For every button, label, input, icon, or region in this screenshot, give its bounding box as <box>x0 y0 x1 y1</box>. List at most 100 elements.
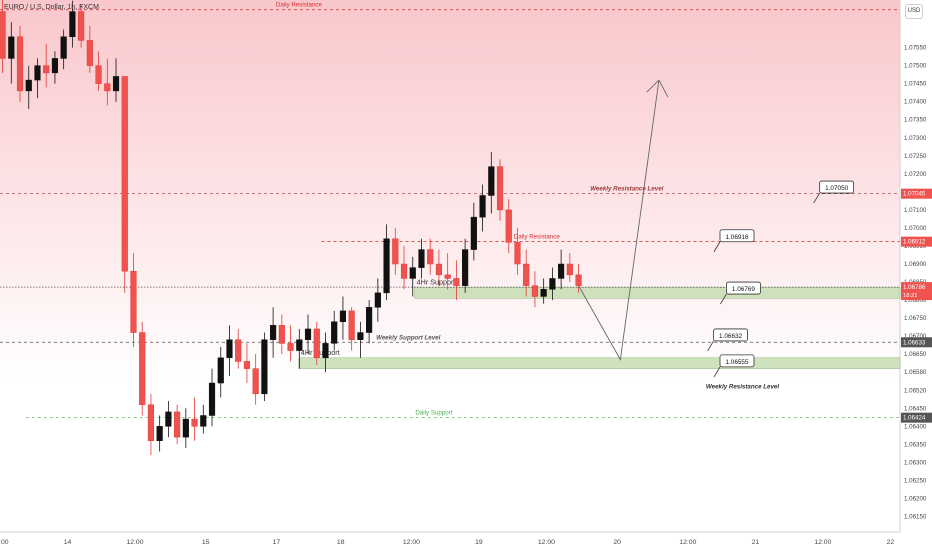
candle-body <box>409 267 416 279</box>
price-tick-label: 1.07550 <box>904 45 927 52</box>
currency-button[interactable]: USD <box>905 4 923 19</box>
candle-body <box>558 263 565 279</box>
price-tag-value: 1.06912 <box>903 239 926 246</box>
candle-body <box>575 274 582 286</box>
price-tag <box>901 188 932 199</box>
candle-body <box>392 238 399 265</box>
callout-label: 1.06632 <box>719 333 743 340</box>
price-tick-label: 1.06400 <box>904 423 927 430</box>
price-tick-label: 1.06450 <box>904 405 927 412</box>
candle-body <box>130 270 137 333</box>
price-tag-timer: 18:21 <box>903 293 918 299</box>
candle-body <box>496 166 504 211</box>
price-tick-label: 1.07450 <box>904 81 927 88</box>
support-zone <box>298 357 901 369</box>
price-tag <box>901 337 932 348</box>
candle-body <box>121 76 128 272</box>
price-tag-value: 1.06424 <box>903 415 926 422</box>
candle-body <box>313 328 320 359</box>
price-tick-label: 1.06900 <box>904 261 927 268</box>
symbol-title: EURO / U.S. Dollar, 1h, FXCM <box>4 4 99 11</box>
candle-body <box>139 332 146 405</box>
callout-pointer <box>707 340 714 352</box>
price-tick-label: 1.07100 <box>904 207 927 214</box>
time-tick-label: 12:00 <box>126 539 143 546</box>
price-tick-label: 1.07400 <box>904 99 927 106</box>
price-tag <box>901 282 932 301</box>
candle-body <box>505 209 512 243</box>
price-tag <box>901 412 932 423</box>
candle-body <box>470 216 477 250</box>
callout-box <box>719 229 755 243</box>
callout-pointer <box>813 192 820 204</box>
candle-body <box>243 361 251 369</box>
price-tag-value: 1.06786 <box>903 284 926 291</box>
candle-body <box>217 357 224 384</box>
candle-body <box>348 310 355 341</box>
price-tick-label: 1.07500 <box>904 63 927 70</box>
support-zone-label: 4Hr Support <box>301 348 340 357</box>
price-tick-label: 1.06520 <box>904 387 927 394</box>
price-tick-label: 1.06250 <box>904 477 927 484</box>
time-tick-label: 12:00 <box>679 539 696 546</box>
candle-body <box>270 325 277 341</box>
chart-background <box>0 0 900 532</box>
candle-body <box>339 310 347 322</box>
candle-body <box>95 65 102 84</box>
projection-arrowhead <box>646 79 669 98</box>
candle-body <box>0 11 6 59</box>
support-zone <box>414 287 901 299</box>
candle-body <box>488 166 495 196</box>
candle-body <box>540 289 547 297</box>
price-tick-label: 1.07300 <box>904 135 927 142</box>
candle-body <box>400 263 408 279</box>
candle-body <box>357 332 364 341</box>
time-tick-label: 15 <box>202 539 210 546</box>
candle-body <box>34 65 41 81</box>
candle-body <box>226 339 233 359</box>
candle-body <box>322 343 329 359</box>
price-tick-label: 1.07200 <box>904 171 927 178</box>
price-tick-label: 1.07350 <box>904 117 927 124</box>
time-tick-label: 17 <box>273 539 281 546</box>
candle-body <box>104 83 111 92</box>
candle-body <box>462 249 469 286</box>
support-zone-label: 4Hr Support <box>417 277 456 286</box>
candle-body <box>261 339 268 395</box>
time-tick-label: 12:00 <box>814 539 831 546</box>
price-tick-label: 1.06580 <box>904 369 927 376</box>
candle-body <box>8 36 15 59</box>
price-tick-label: 1.06150 <box>904 513 927 520</box>
level-label: Daily Resistance <box>276 2 323 9</box>
candle-body <box>165 411 172 427</box>
callout-box <box>713 328 748 342</box>
price-tag-value: 1.07045 <box>903 191 926 198</box>
time-tick-label: 22 <box>887 539 895 546</box>
callout-pointer <box>713 241 721 252</box>
callout-pointer <box>720 293 727 305</box>
time-tick-label: 14 <box>64 539 72 546</box>
price-tick-label: 1.06650 <box>904 351 927 358</box>
time-tick-label: 12:00 <box>538 539 555 546</box>
price-tick-label: 1.06300 <box>904 459 927 466</box>
candle-body <box>16 36 24 92</box>
price-tag <box>901 236 932 247</box>
candle-body <box>287 343 294 351</box>
candle-body <box>427 249 434 265</box>
candle-body <box>147 404 155 441</box>
time-tick-label: 20 <box>613 539 621 546</box>
price-tick-label: 1.07250 <box>904 153 927 160</box>
candle-body <box>383 238 390 294</box>
candle-body <box>278 325 285 344</box>
candle-body <box>69 11 76 38</box>
level-label: Daily Support <box>415 410 452 417</box>
candle-body <box>566 263 573 276</box>
price-tick-label: 1.06750 <box>904 315 927 322</box>
candle-body <box>51 58 59 74</box>
callout-box <box>726 281 761 295</box>
candle-body <box>479 195 486 218</box>
candle-body <box>453 278 460 286</box>
price-tick-label: 1.06350 <box>904 441 927 448</box>
